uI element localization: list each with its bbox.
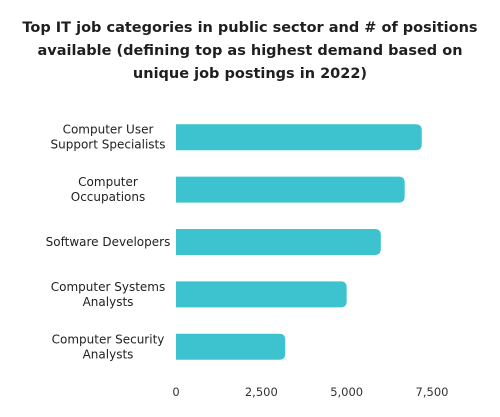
- category-label: Computer User Support Specialists: [50, 123, 165, 152]
- x-tick-label-group: 0 2,500 5,000 7,500: [172, 385, 448, 399]
- chart-title-line: unique job postings in 2022): [132, 66, 368, 82]
- x-tick-label: 7,500: [416, 385, 449, 399]
- bar: [176, 333, 286, 360]
- category-label: Computer Systems Analysts: [51, 280, 165, 309]
- category-label-group: Computer User Support Specialists Computer…: [46, 123, 171, 362]
- x-tick-label: 0: [172, 385, 179, 399]
- category-label: Computer Occupations: [71, 175, 145, 204]
- category-label: Software Developers: [46, 235, 171, 249]
- x-tick-label: 5,000: [330, 385, 363, 399]
- x-tick-label: 2,500: [245, 385, 278, 399]
- bar-group: [176, 124, 422, 360]
- bar: [176, 281, 347, 308]
- bar: [176, 124, 422, 151]
- chart-title-line: available (defining top as highest deman…: [37, 43, 463, 59]
- bar: [176, 176, 405, 203]
- chart-title-line: Top IT job categories in public sector a…: [22, 20, 478, 36]
- category-label: Computer Security Analysts: [52, 332, 165, 361]
- bar: [176, 229, 381, 255]
- chart-title: Top IT job categories in public sector a…: [20, 17, 480, 86]
